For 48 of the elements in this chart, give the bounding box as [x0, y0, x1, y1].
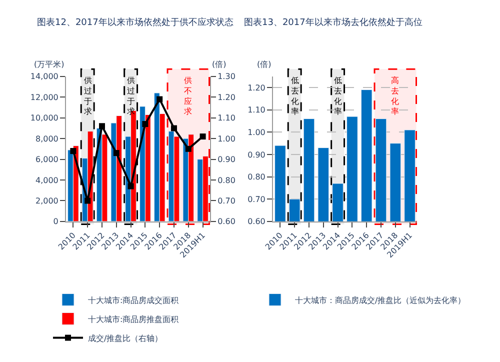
legend-label: 十大城市:商品房成交面积: [88, 296, 179, 305]
y-tick-label: 0.60: [248, 217, 266, 226]
band-label: 低去化率: [334, 76, 342, 116]
y2-tick-label: 1.20: [218, 92, 236, 102]
chart-title: 图表13、2017年以来市场去化依然处于高位: [244, 17, 422, 28]
y2-tick-label: 0.70: [218, 196, 236, 206]
y2-tick-label: 1.00: [218, 134, 236, 144]
point: [113, 150, 120, 156]
y2-tick-label: 0.80: [218, 176, 236, 185]
band-label: 供不应求: [184, 76, 192, 116]
y-tick-label: 0.80: [248, 172, 266, 182]
y-axis-title: (万平米): [34, 60, 64, 69]
y-tick-label: 0: [53, 217, 58, 226]
y-tick-label: 14,000: [30, 72, 58, 82]
point: [84, 198, 91, 204]
y2-axis-title: (倍): [212, 60, 226, 69]
point: [142, 121, 148, 128]
band-label: 供过于求: [84, 76, 92, 116]
y-tick-label: 0.90: [248, 150, 266, 160]
point: [128, 183, 134, 190]
point: [70, 148, 76, 154]
y2-tick-label: 0.90: [218, 155, 236, 164]
point: [156, 96, 163, 102]
y-tick-label: 10,000: [30, 114, 58, 123]
y2-tick-label: 0.60: [218, 217, 236, 226]
y2-tick-label: 1.10: [218, 114, 236, 123]
point: [171, 125, 177, 132]
y-tick-label: 1.10: [248, 106, 266, 115]
y-tick-label: 2,000: [35, 196, 58, 206]
y-tick-label: 1.20: [248, 83, 266, 92]
y-tick-label: 0.70: [248, 194, 266, 204]
y-tick-label: 1.00: [248, 128, 266, 137]
band-label: 低去化率: [291, 76, 299, 116]
y-axis-title: (倍): [257, 60, 272, 69]
legend-label: 成交/推盘比（右轴）: [88, 334, 163, 343]
y-tick-label: 12,000: [30, 92, 58, 102]
point: [200, 133, 206, 140]
legend-label: 十大城市：商品房成交/推盘比（近似为去化率）: [295, 296, 466, 305]
y2-tick-label: 1.30: [218, 72, 236, 82]
y-tick-label: 6,000: [35, 155, 58, 164]
chart-title: 图表12、2017年以来市场依然处于供不应求状态: [37, 17, 234, 28]
y-tick-label: 4,000: [35, 176, 58, 185]
y-tick-label: 8,000: [35, 134, 58, 144]
band-label: 高去化率: [391, 76, 399, 116]
point: [99, 123, 105, 130]
band-label: 供过于求: [127, 76, 135, 116]
point: [185, 146, 192, 152]
legend-label: 十大城市:商品房推盘面积: [88, 314, 179, 324]
